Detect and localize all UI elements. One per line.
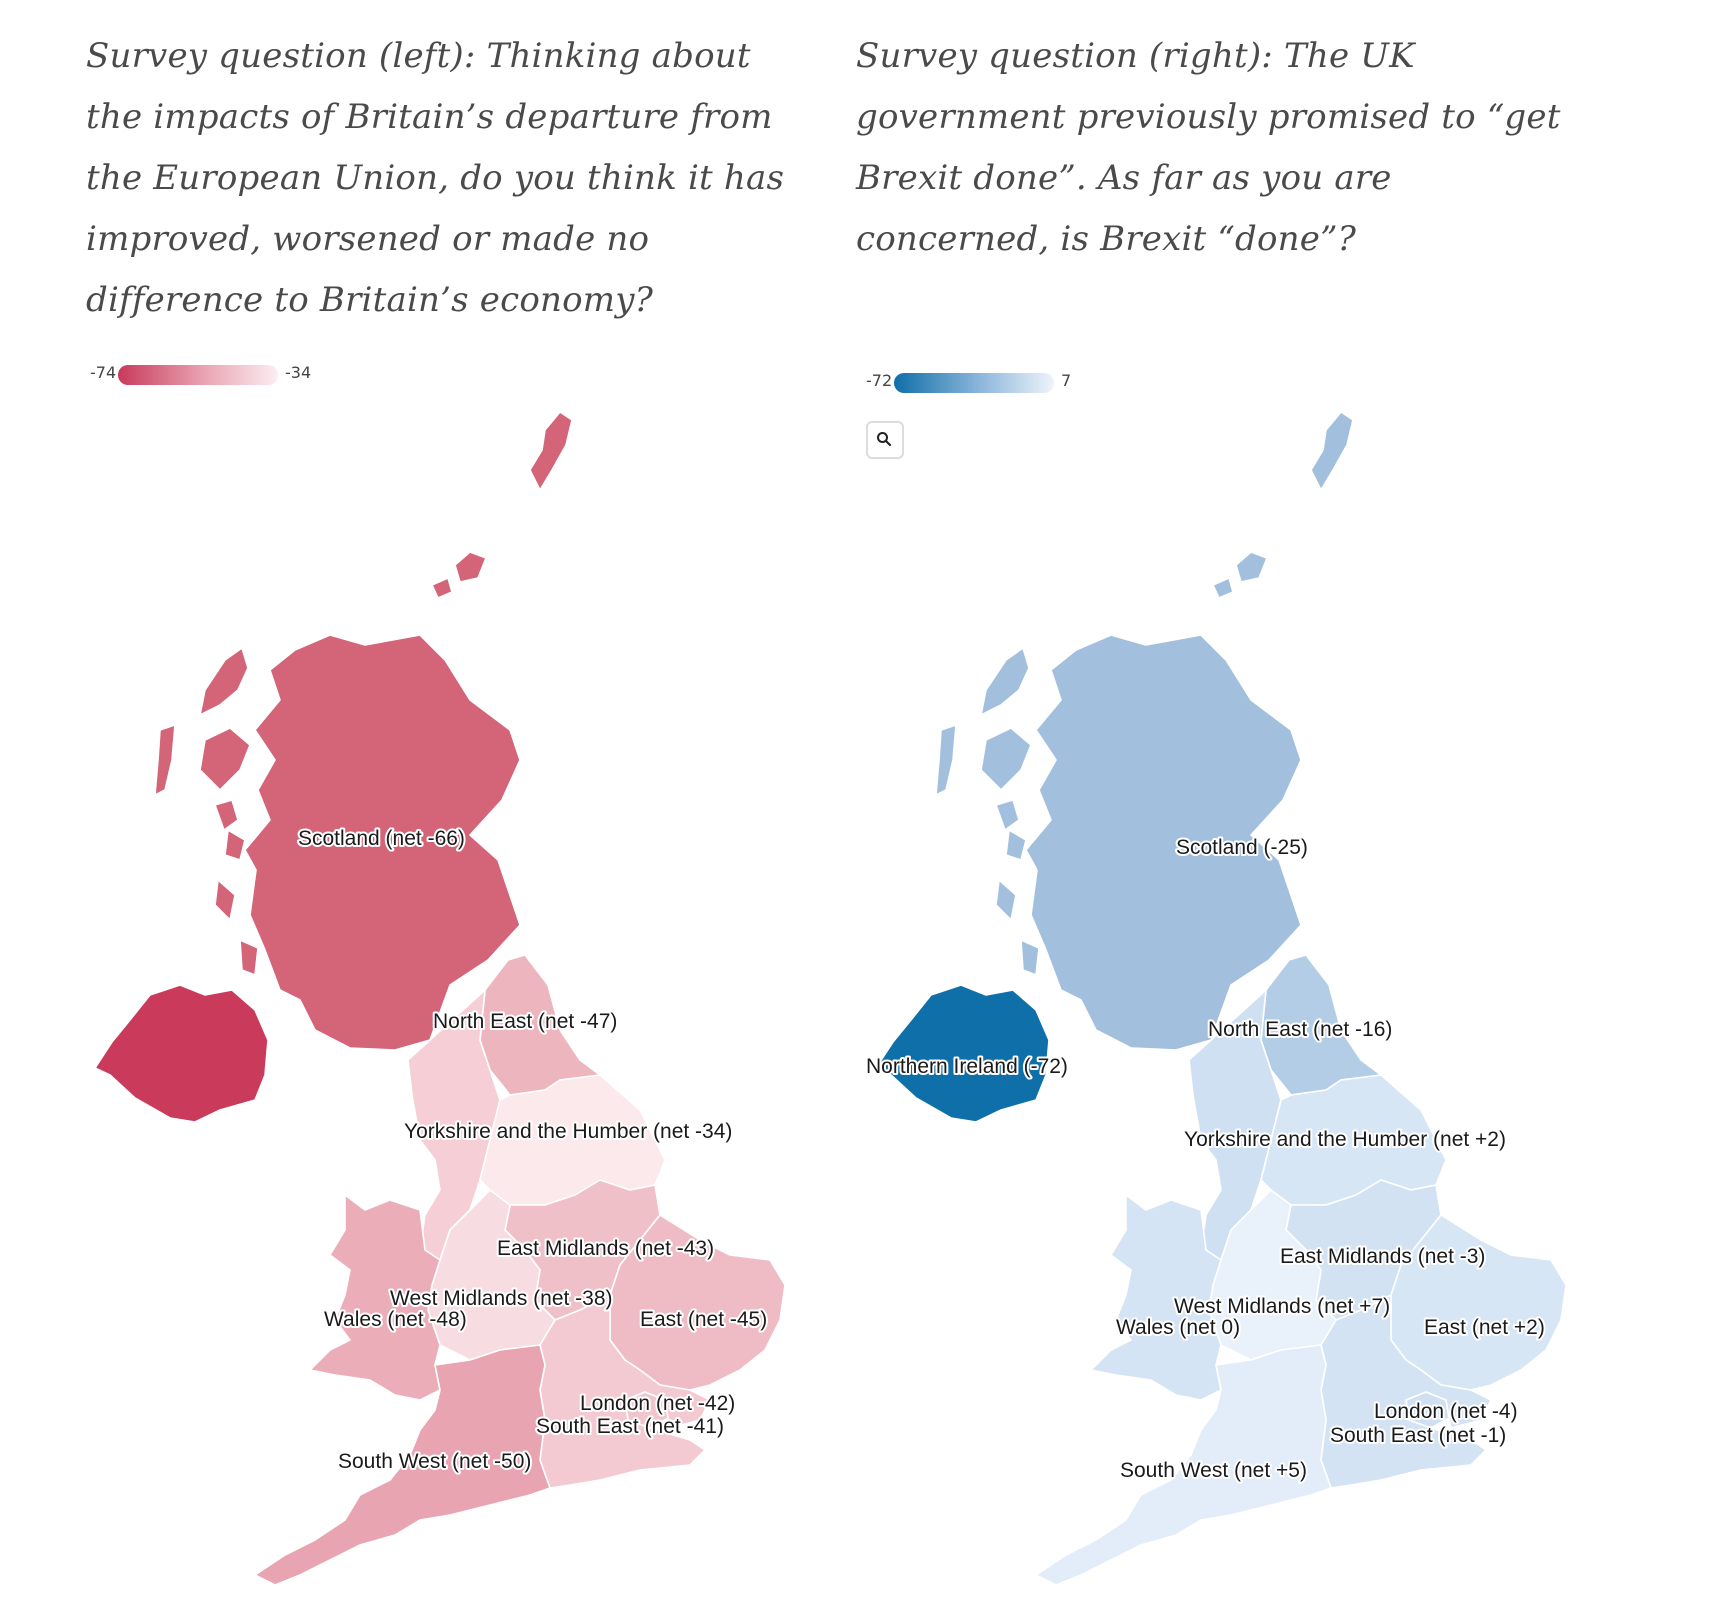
scotland-island-shape — [995, 799, 1020, 831]
legend-gradient-bar — [894, 373, 1054, 393]
region-label-west-midlands: West Midlands (net +7) — [1174, 1295, 1390, 1318]
scotland-island-shape — [995, 879, 1017, 921]
region-south-west[interactable] — [1035, 1344, 1332, 1586]
legend-max-label: -34 — [285, 363, 312, 382]
region-label-north-east: North East (net -47) — [433, 1010, 617, 1033]
scotland-island-shape — [454, 551, 487, 583]
right-map-panel: Survey question (right): The UK governme… — [856, 0, 1712, 1614]
region-northern-ireland[interactable] — [875, 984, 1050, 1123]
region-scotland[interactable] — [1025, 634, 1302, 1051]
scotland-island-shape — [214, 799, 239, 831]
region-label-south-east: South East (net -1) — [1330, 1424, 1506, 1447]
left-survey-question: Survey question (left): Thinking about t… — [86, 36, 785, 320]
scotland-island-shape — [154, 724, 176, 796]
scotland-island-shape — [199, 727, 251, 791]
right-uk-region-map: Scotland (-25) Northern Ireland (-72) Nort… — [864, 411, 1567, 1586]
region-label-west-midlands: West Midlands (net -38) — [390, 1287, 613, 1310]
right-survey-question: Survey question (right): The UK governme… — [856, 36, 1561, 259]
region-label-north-east: North East (net -16) — [1208, 1018, 1392, 1041]
region-label-scotland: Scotland (net -66) — [298, 827, 465, 850]
scotland-island-shape — [1235, 551, 1268, 583]
region-wales[interactable] — [309, 1194, 441, 1401]
scotland-island-shape — [1212, 577, 1234, 599]
legend-min-label: -74 — [90, 363, 117, 382]
scotland-island-shape — [224, 829, 246, 861]
region-label-east-midlands: East Midlands (net -3) — [1280, 1245, 1485, 1268]
scotland-island-shape — [529, 411, 573, 491]
region-label-east: East (net +2) — [1424, 1316, 1545, 1339]
scotland-island-shape — [1310, 411, 1354, 491]
scotland-island-shape — [980, 727, 1032, 791]
region-label-south-west: South West (net +5) — [1120, 1459, 1307, 1482]
region-wales[interactable] — [1090, 1194, 1222, 1401]
region-label-northern-ireland: Northern Ireland (-72) — [866, 1055, 1068, 1078]
region-east[interactable] — [609, 1214, 786, 1391]
region-label-london: London (net -4) — [1374, 1400, 1518, 1423]
scotland-island-shape — [214, 879, 236, 921]
region-label-wales: Wales (net 0) — [1116, 1316, 1240, 1339]
region-label-yorkshire: Yorkshire and the Humber (net -34) — [404, 1120, 732, 1143]
scotland-island-shape — [239, 939, 259, 976]
legend-min-label: -72 — [866, 371, 893, 390]
region-east[interactable] — [1390, 1214, 1567, 1391]
region-northern-ireland[interactable] — [94, 984, 269, 1123]
zoom-button[interactable] — [866, 421, 904, 459]
scotland-island-shape — [431, 577, 453, 599]
region-south-west[interactable] — [254, 1344, 551, 1586]
scotland-island-shape — [1020, 939, 1040, 976]
left-map-panel: Survey question (left): Thinking about t… — [86, 36, 786, 1586]
region-label-south-west: South West (net -50) — [338, 1450, 531, 1473]
region-label-london: London (net -42) — [580, 1392, 735, 1415]
scotland-island-shape — [199, 647, 249, 716]
scotland-island-shape — [980, 647, 1030, 716]
region-label-wales: Wales (net -48) — [324, 1308, 467, 1331]
legend-gradient-bar — [118, 365, 278, 385]
region-label-yorkshire: Yorkshire and the Humber (net +2) — [1184, 1128, 1506, 1151]
scotland-island-shape — [1005, 829, 1027, 861]
magnifier-icon — [877, 432, 892, 447]
scotland-island-shape — [935, 724, 957, 796]
legend-max-label: 7 — [1061, 371, 1072, 390]
region-label-east-midlands: East Midlands (net -43) — [497, 1237, 714, 1260]
region-scotland[interactable] — [244, 634, 521, 1051]
region-label-east: East (net -45) — [640, 1308, 767, 1331]
region-label-scotland: Scotland (-25) — [1176, 836, 1308, 859]
region-label-south-east: South East (net -41) — [536, 1415, 724, 1438]
left-uk-region-map: Scotland (net -66) North East (net -47) Yo… — [94, 411, 786, 1586]
